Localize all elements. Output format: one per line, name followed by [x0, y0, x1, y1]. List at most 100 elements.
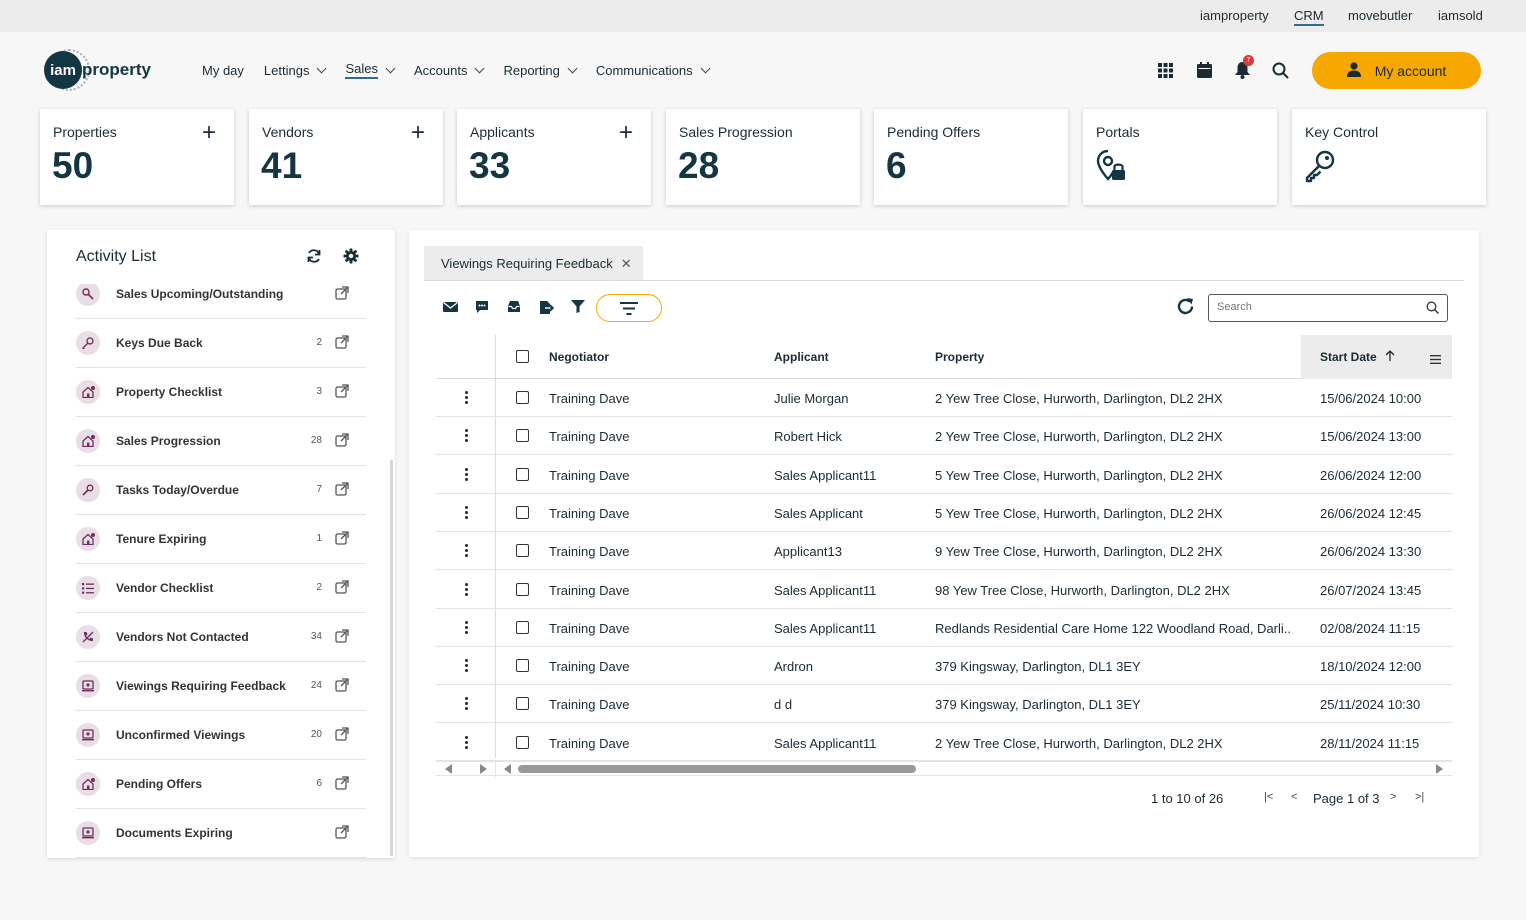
search-icon[interactable] [1270, 60, 1290, 80]
scroll-right-icon[interactable] [480, 764, 487, 774]
sort-ascending-icon[interactable] [1385, 349, 1395, 367]
row-menu-icon[interactable] [465, 391, 469, 405]
table-row[interactable]: Training Dave Sales Applicant11 5 Yew Tree… [436, 456, 1452, 494]
row-checkbox[interactable] [516, 620, 529, 634]
sms-icon[interactable] [475, 300, 491, 316]
external-link-icon[interactable] [335, 678, 349, 697]
topbar-link-iamsold[interactable]: iamsold [1438, 8, 1483, 23]
table-row[interactable]: Training Dave Sales Applicant11 98 Yew Tre… [436, 571, 1452, 609]
refresh-icon[interactable] [306, 248, 322, 269]
row-menu-icon[interactable] [465, 659, 469, 673]
scroll-left-icon[interactable] [445, 764, 452, 774]
row-checkbox[interactable] [516, 735, 529, 749]
stat-card-pending-offers[interactable]: Pending Offers 6 [874, 109, 1068, 205]
activity-item[interactable]: Tasks Today/Overdue 7 [76, 466, 366, 515]
activity-item[interactable]: Documents Expiring [76, 809, 366, 858]
topbar-link-crm[interactable]: CRM [1294, 8, 1324, 26]
scroll-left-icon[interactable] [504, 764, 511, 774]
activity-item[interactable]: Property Checklist 3 [76, 368, 366, 417]
row-menu-icon[interactable] [465, 505, 469, 520]
topbar-link-movebutler[interactable]: movebutler [1348, 8, 1413, 23]
my-account-button[interactable]: My account [1312, 52, 1481, 89]
apps-grid-icon[interactable] [1155, 60, 1175, 80]
external-link-icon[interactable] [335, 335, 349, 354]
add-vendor-button[interactable]: + [410, 119, 425, 146]
scroll-right-icon[interactable] [1436, 764, 1443, 774]
close-icon[interactable]: ✕ [620, 255, 632, 271]
stat-card-portals[interactable]: Portals [1083, 109, 1277, 205]
next-page-icon[interactable]: > [1390, 791, 1397, 803]
select-all-checkbox[interactable] [516, 350, 529, 363]
row-menu-icon[interactable] [465, 620, 469, 635]
table-row[interactable]: Training Dave Julie Morgan 2 Yew Tree Clos… [436, 379, 1452, 417]
add-property-button[interactable]: + [201, 119, 216, 146]
last-page-icon[interactable]: >| [1415, 791, 1425, 803]
scrollbar-thumb[interactable] [518, 765, 916, 773]
nav-lettings[interactable]: Lettings [264, 61, 327, 79]
activity-item[interactable]: Unconfirmed Viewings 20 [76, 711, 366, 760]
external-link-icon[interactable] [335, 580, 349, 599]
table-row[interactable]: Training Dave Applicant13 9 Yew Tree Close… [436, 532, 1452, 571]
row-checkbox[interactable] [516, 391, 529, 404]
external-link-icon[interactable] [335, 629, 349, 648]
tab-viewings-requiring-feedback[interactable]: Viewings Requiring Feedback ✕ [424, 246, 643, 281]
row-menu-icon[interactable] [465, 467, 469, 482]
external-link-icon[interactable] [335, 825, 349, 844]
inbox-icon[interactable] [507, 300, 523, 316]
horizontal-scrollbar[interactable] [436, 760, 1452, 777]
row-menu-icon[interactable] [465, 544, 469, 558]
topbar-link-iamproperty[interactable]: iamproperty [1200, 8, 1269, 23]
activity-scrollbar[interactable] [390, 460, 393, 856]
column-menu-icon[interactable] [1430, 351, 1441, 369]
stat-card-key-control[interactable]: Key Control [1292, 109, 1486, 205]
table-row[interactable]: Training Dave Sales Applicant11 2 Yew Tree… [436, 724, 1452, 762]
activity-item[interactable]: Tenure Expiring 1 [76, 515, 366, 564]
bell-icon[interactable]: 7 [1232, 55, 1254, 80]
row-checkbox[interactable] [516, 505, 529, 519]
table-row[interactable]: Training Dave Robert Hick 2 Yew Tree Close… [436, 417, 1452, 456]
external-link-icon[interactable] [335, 776, 349, 795]
row-menu-icon[interactable] [465, 582, 469, 597]
activity-item[interactable]: Viewings Requiring Feedback 24 [76, 662, 366, 711]
row-checkbox[interactable] [516, 582, 529, 596]
external-link-icon[interactable] [335, 433, 349, 452]
nav-accounts[interactable]: Accounts [414, 61, 485, 79]
external-link-icon[interactable] [335, 384, 349, 403]
column-header-negotiator[interactable]: Negotiator [549, 350, 609, 364]
nav-my-day[interactable]: My day [202, 61, 244, 79]
table-row[interactable]: Training Dave Sales Applicant11 Redlands R… [436, 609, 1452, 647]
stat-card-applicants[interactable]: Applicants 33 + [457, 109, 651, 205]
external-link-icon[interactable] [335, 482, 349, 501]
row-menu-icon[interactable] [465, 697, 469, 711]
column-header-applicant[interactable]: Applicant [774, 350, 829, 364]
column-header-property[interactable]: Property [935, 350, 985, 364]
calendar-icon[interactable] [1194, 60, 1214, 80]
table-row[interactable]: Training Dave Sales Applicant 5 Yew Tree C… [436, 494, 1452, 532]
row-checkbox[interactable] [516, 659, 529, 673]
table-row[interactable]: Training Dave d d 379 Kingsway, Darlington… [436, 685, 1452, 724]
activity-item[interactable]: Vendors Not Contacted 34 [76, 613, 366, 662]
nav-reporting[interactable]: Reporting [503, 61, 578, 79]
activity-item-sales-upcoming[interactable]: Sales Upcoming/Outstanding [76, 284, 366, 319]
external-link-icon[interactable] [335, 531, 349, 550]
filter-icon[interactable] [571, 300, 587, 316]
activity-item[interactable]: Sales Progression 28 [76, 417, 366, 466]
stat-card-properties[interactable]: Properties 50 + [40, 109, 234, 205]
nav-communications[interactable]: Communications [596, 61, 711, 79]
column-header-start-date[interactable]: Start Date [1320, 350, 1377, 364]
logo[interactable]: iam property [44, 49, 151, 91]
activity-item[interactable]: Keys Due Back 2 [76, 319, 366, 368]
grid-search-field[interactable] [1208, 294, 1448, 322]
external-link-icon[interactable] [335, 727, 349, 746]
first-page-icon[interactable]: |< [1264, 791, 1274, 803]
activity-item[interactable]: Pending Offers 6 [76, 760, 366, 809]
nav-sales[interactable]: Sales [345, 61, 396, 79]
row-menu-icon[interactable] [465, 429, 469, 443]
external-link-icon[interactable] [335, 286, 349, 305]
sort-filter-toggle[interactable] [596, 294, 662, 322]
row-checkbox[interactable] [516, 697, 529, 711]
stat-card-sales-progression[interactable]: Sales Progression 28 [666, 109, 860, 205]
search-input[interactable] [1209, 295, 1409, 319]
activity-item[interactable]: Vendor Checklist 2 [76, 564, 366, 613]
gear-icon[interactable] [343, 248, 359, 269]
